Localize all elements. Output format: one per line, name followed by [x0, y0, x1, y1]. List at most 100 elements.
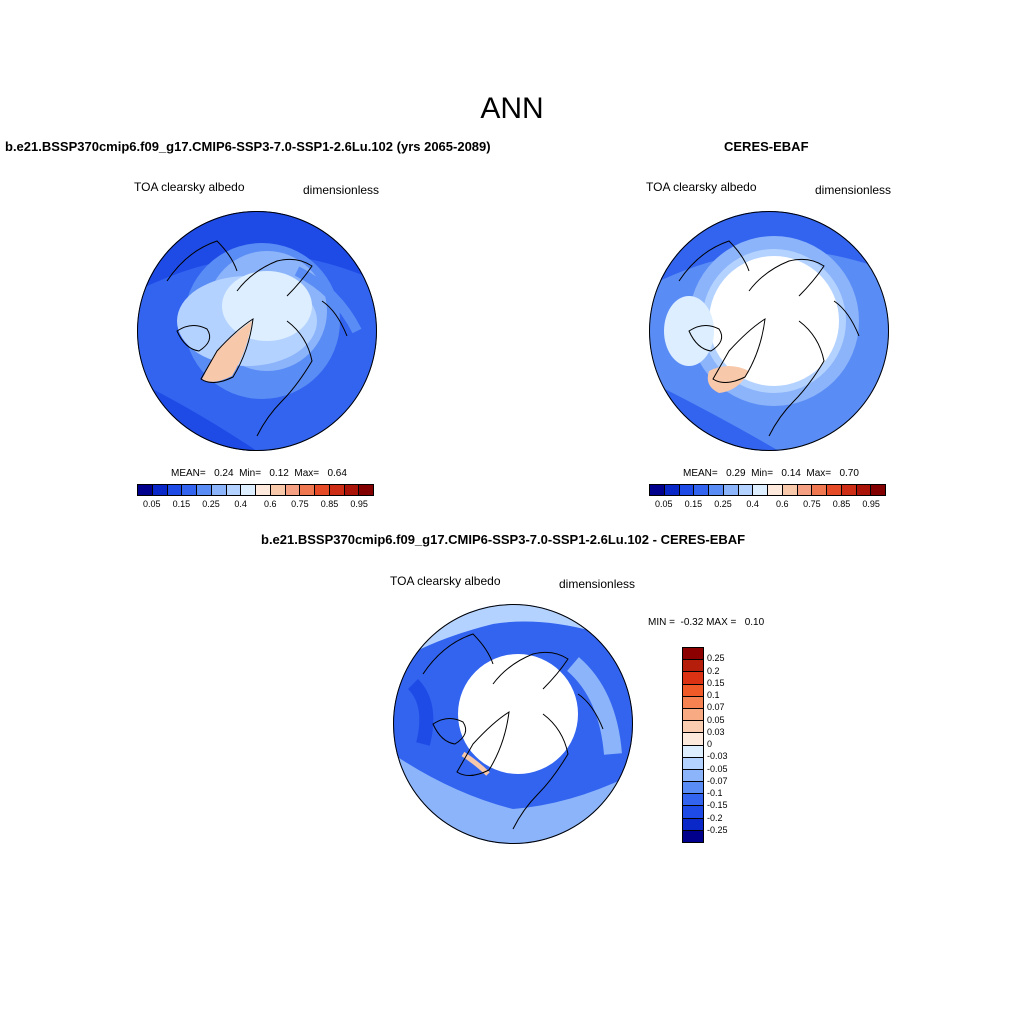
- colorbar-tick-label: 0.6: [264, 499, 277, 509]
- colorbar-tick-label: 0.75: [803, 499, 821, 509]
- colorbar-tick-label: 0: [707, 739, 713, 749]
- colorbar-swatch: [683, 672, 703, 685]
- colorbar-tick-label: -0.03: [707, 751, 728, 762]
- obs-colorbar: 0.05 0.15 0.25 0.4 0.6 0.75 0.85 0.95: [649, 484, 886, 510]
- colorbar-swatch: [167, 485, 183, 495]
- diff-colorbar-ticks: 0.25 0.2 0.15 0.1 0.07 0.05 0.03 0 -0.03 -0.05 -0.…: [707, 647, 757, 843]
- colorbar-tick-label: 0.03: [707, 726, 725, 737]
- colorbar-tick-label: 0.15: [707, 677, 725, 688]
- colorbar-swatch: [683, 745, 703, 758]
- colorbar-swatch: [683, 733, 703, 746]
- colorbar-swatch: [679, 485, 695, 495]
- colorbar-swatch: [683, 684, 703, 697]
- colorbar-swatch: [683, 794, 703, 807]
- colorbar-tick-label: 0.4: [234, 499, 247, 509]
- colorbar-swatch: [709, 485, 724, 495]
- diff-units-label: dimensionless: [559, 577, 636, 591]
- colorbar-swatch: [841, 485, 857, 495]
- colorbar-swatch: [871, 485, 885, 495]
- colorbar-swatch: [683, 818, 703, 831]
- colorbar-tick-label: -0.07: [707, 775, 728, 786]
- colorbar-tick-label: 0.2: [707, 665, 720, 676]
- colorbar-swatch: [359, 485, 373, 495]
- colorbar-swatch: [683, 696, 703, 709]
- colorbar-tick-label: 0.95: [350, 499, 368, 509]
- diff-stats: MIN = -0.32 MAX = 0.10: [648, 617, 765, 628]
- obs-units-label: dimensionless: [815, 183, 892, 197]
- diff-colorbar: 0.25 0.2 0.15 0.1 0.07 0.05 0.03 0 -0.03 -0.05 -0.…: [682, 647, 762, 843]
- colorbar-swatch: [683, 769, 703, 783]
- diff-variable-label: TOA clearsky albedo: [390, 574, 501, 588]
- model-colorbar-swatches: [137, 484, 374, 496]
- colorbar-swatch: [812, 485, 827, 495]
- figure-title: ANN: [480, 92, 544, 125]
- colorbar-tick-label: 0.25: [707, 653, 725, 664]
- diff-panel-title: b.e21.BSSP370cmip6.f09_g17.CMIP6-SSP3-7.…: [261, 532, 746, 547]
- colorbar-swatch: [738, 485, 754, 495]
- obs-panel-title: CERES-EBAF: [724, 139, 809, 154]
- diff-colorbar-swatches: [682, 647, 704, 843]
- colorbar-tick-label: -0.15: [707, 800, 728, 811]
- colorbar-tick-label: 0.05: [707, 714, 725, 725]
- colorbar-swatch: [694, 485, 709, 495]
- colorbar-swatch: [683, 830, 703, 842]
- colorbar-swatch: [138, 485, 153, 495]
- colorbar-swatch: [856, 485, 872, 495]
- obs-colorbar-swatches: [649, 484, 886, 496]
- colorbar-swatch: [683, 660, 703, 673]
- colorbar-tick-label: 0.4: [746, 499, 759, 509]
- colorbar-swatch: [315, 485, 330, 495]
- colorbar-swatch: [782, 485, 798, 495]
- colorbar-swatch: [256, 485, 271, 495]
- colorbar-swatch: [683, 648, 703, 661]
- colorbar-swatch: [683, 782, 703, 795]
- colorbar-swatch: [683, 708, 703, 722]
- colorbar-tick-label: 0.1: [707, 690, 720, 700]
- diff-polar-map: [393, 604, 633, 844]
- colorbar-swatch: [344, 485, 360, 495]
- colorbar-tick-label: -0.2: [707, 812, 723, 823]
- colorbar-swatch: [300, 485, 315, 495]
- colorbar-swatch: [664, 485, 680, 495]
- colorbar-swatch: [226, 485, 242, 495]
- model-polar-map: [137, 211, 377, 451]
- colorbar-tick-label: 0.95: [862, 499, 880, 509]
- colorbar-tick-label: -0.1: [707, 788, 723, 798]
- obs-stats: MEAN= 0.29 Min= 0.14 Max= 0.70: [683, 468, 859, 479]
- colorbar-tick-label: 0.05: [143, 499, 161, 509]
- model-panel-title: b.e21.BSSP370cmip6.f09_g17.CMIP6-SSP3-7.…: [5, 139, 491, 154]
- colorbar-tick-label: 0.15: [684, 499, 703, 509]
- model-colorbar-ticks: 0.05 0.15 0.25 0.4 0.6 0.75 0.85 0.95: [137, 496, 374, 510]
- colorbar-swatch: [650, 485, 665, 495]
- model-colorbar: 0.05 0.15 0.25 0.4 0.6 0.75 0.85 0.95: [137, 484, 374, 510]
- colorbar-tick-label: 0.6: [776, 499, 789, 509]
- colorbar-swatch: [211, 485, 227, 495]
- model-variable-label: TOA clearsky albedo: [134, 180, 245, 194]
- colorbar-swatch: [270, 485, 286, 495]
- colorbar-tick-label: 0.85: [320, 499, 339, 509]
- colorbar-swatch: [152, 485, 168, 495]
- model-units-label: dimensionless: [303, 183, 380, 197]
- obs-variable-label: TOA clearsky albedo: [646, 180, 757, 194]
- colorbar-swatch: [683, 721, 703, 734]
- colorbar-swatch: [197, 485, 212, 495]
- colorbar-swatch: [768, 485, 783, 495]
- colorbar-tick-label: 0.85: [832, 499, 851, 509]
- colorbar-swatch: [285, 485, 301, 495]
- colorbar-swatch: [827, 485, 842, 495]
- obs-colorbar-ticks: 0.05 0.15 0.25 0.4 0.6 0.75 0.85 0.95: [649, 496, 886, 510]
- colorbar-tick-label: 0.07: [707, 702, 725, 713]
- colorbar-swatch: [182, 485, 197, 495]
- colorbar-swatch: [329, 485, 345, 495]
- colorbar-tick-label: 0.25: [202, 499, 220, 509]
- colorbar-swatch: [683, 806, 703, 819]
- colorbar-tick-label: 0.25: [714, 499, 732, 509]
- colorbar-swatch: [723, 485, 739, 495]
- model-stats: MEAN= 0.24 Min= 0.12 Max= 0.64: [171, 468, 347, 479]
- colorbar-swatch: [683, 757, 703, 770]
- obs-polar-map: [649, 211, 889, 451]
- colorbar-tick-label: 0.15: [172, 499, 191, 509]
- colorbar-tick-label: 0.75: [291, 499, 309, 509]
- colorbar-swatch: [797, 485, 813, 495]
- colorbar-tick-label: -0.05: [707, 763, 728, 774]
